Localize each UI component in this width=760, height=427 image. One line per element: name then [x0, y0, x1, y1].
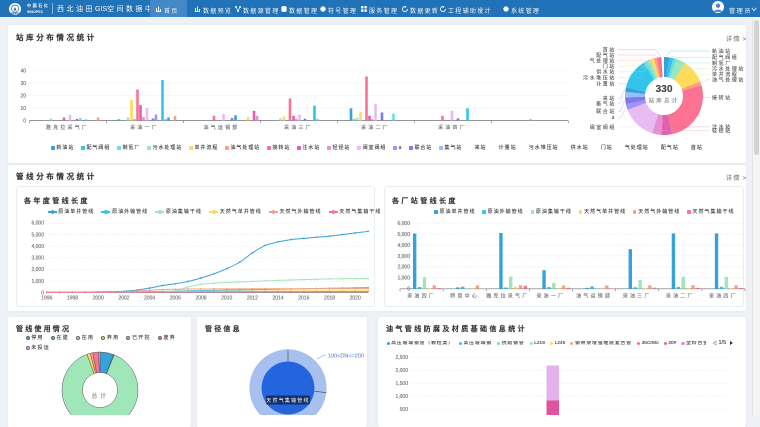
svg-text:2,500: 2,500: [395, 355, 408, 361]
svg-text:采油二厂: 采油二厂: [361, 124, 390, 131]
svg-text:2,000: 2,000: [397, 265, 410, 271]
svg-text:100<DN<=200: 100<DN<=200: [328, 354, 364, 360]
svg-text:油气处理站: 油气处理站: [712, 77, 745, 84]
svg-text:40: 40: [20, 69, 26, 75]
svg-text:330: 330: [656, 84, 673, 95]
svg-text:2002: 2002: [118, 296, 129, 302]
svg-text:20: 20: [20, 93, 26, 99]
svg-text:6,000: 6,000: [31, 221, 44, 227]
svg-text:1,000: 1,000: [397, 276, 410, 282]
svg-text:雅克拉采气厂: 雅克拉采气厂: [486, 293, 529, 300]
svg-text:轻烃站: 轻烃站: [712, 128, 732, 135]
svg-text:5,000: 5,000: [31, 232, 44, 238]
svg-text:集气站: 集气站: [596, 101, 616, 108]
svg-text:天然气集输管线: 天然气集输管线: [266, 397, 309, 404]
svg-text:10: 10: [20, 106, 26, 112]
svg-text:2008: 2008: [195, 296, 206, 302]
svg-text:站库总计: 站库总计: [649, 97, 680, 105]
svg-text:3,000: 3,000: [31, 256, 44, 262]
svg-text:2000: 2000: [93, 296, 104, 302]
svg-text:采油四厂: 采油四厂: [438, 124, 467, 131]
svg-text:采油四厂: 采油四厂: [407, 293, 436, 300]
svg-text:6,000: 6,000: [397, 221, 410, 227]
svg-text:2004: 2004: [144, 296, 155, 302]
svg-text:采油四厂: 采油四厂: [709, 293, 738, 300]
svg-text:新油站: 新油站: [712, 48, 732, 55]
svg-text:1,000: 1,000: [395, 394, 408, 400]
svg-text:2018: 2018: [324, 296, 335, 302]
svg-text:采油三厂: 采油三厂: [623, 293, 652, 300]
svg-text:特管中心: 特管中心: [450, 293, 479, 300]
svg-text:4,000: 4,000: [397, 243, 410, 249]
svg-text:采油三厂: 采油三厂: [284, 124, 313, 131]
svg-text:2014: 2014: [273, 296, 284, 302]
svg-text:阀室阀组: 阀室阀组: [590, 124, 616, 131]
svg-text:0: 0: [407, 287, 410, 293]
svg-text:3,000: 3,000: [397, 254, 410, 260]
svg-text:采油二厂: 采油二厂: [666, 293, 695, 300]
svg-text:5,000: 5,000: [397, 232, 410, 238]
svg-text:1996: 1996: [41, 296, 52, 302]
svg-text:a: a: [612, 115, 616, 121]
svg-text:2010: 2010: [221, 296, 232, 302]
svg-text:接转站: 接转站: [712, 94, 732, 101]
svg-text:2,000: 2,000: [395, 368, 408, 374]
svg-text:1,000: 1,000: [31, 279, 44, 285]
svg-text:1998: 1998: [67, 296, 78, 302]
svg-text:2020: 2020: [350, 296, 361, 302]
svg-text:采油一厂: 采油一厂: [130, 124, 159, 131]
svg-text:1,500: 1,500: [395, 381, 408, 387]
svg-text:500: 500: [400, 407, 409, 413]
svg-text:2006: 2006: [170, 296, 181, 302]
svg-text:2012: 2012: [247, 296, 258, 302]
svg-text:总计: 总计: [91, 392, 108, 400]
svg-text:采油一厂: 采油一厂: [536, 293, 565, 300]
svg-text:雅克拉采气厂: 雅克拉采气厂: [46, 124, 89, 131]
svg-text:4,000: 4,000: [31, 244, 44, 250]
svg-text:油气运销部: 油气运销部: [576, 293, 612, 300]
svg-text:2,000: 2,000: [31, 267, 44, 273]
svg-text:计量站: 计量站: [596, 81, 616, 88]
svg-text:2016: 2016: [298, 296, 309, 302]
svg-text:0: 0: [23, 118, 26, 124]
svg-text:污水堆压站: 污水堆压站: [583, 74, 616, 81]
svg-text:油气运销部: 油气运销部: [203, 124, 239, 131]
svg-text:30: 30: [20, 81, 26, 87]
